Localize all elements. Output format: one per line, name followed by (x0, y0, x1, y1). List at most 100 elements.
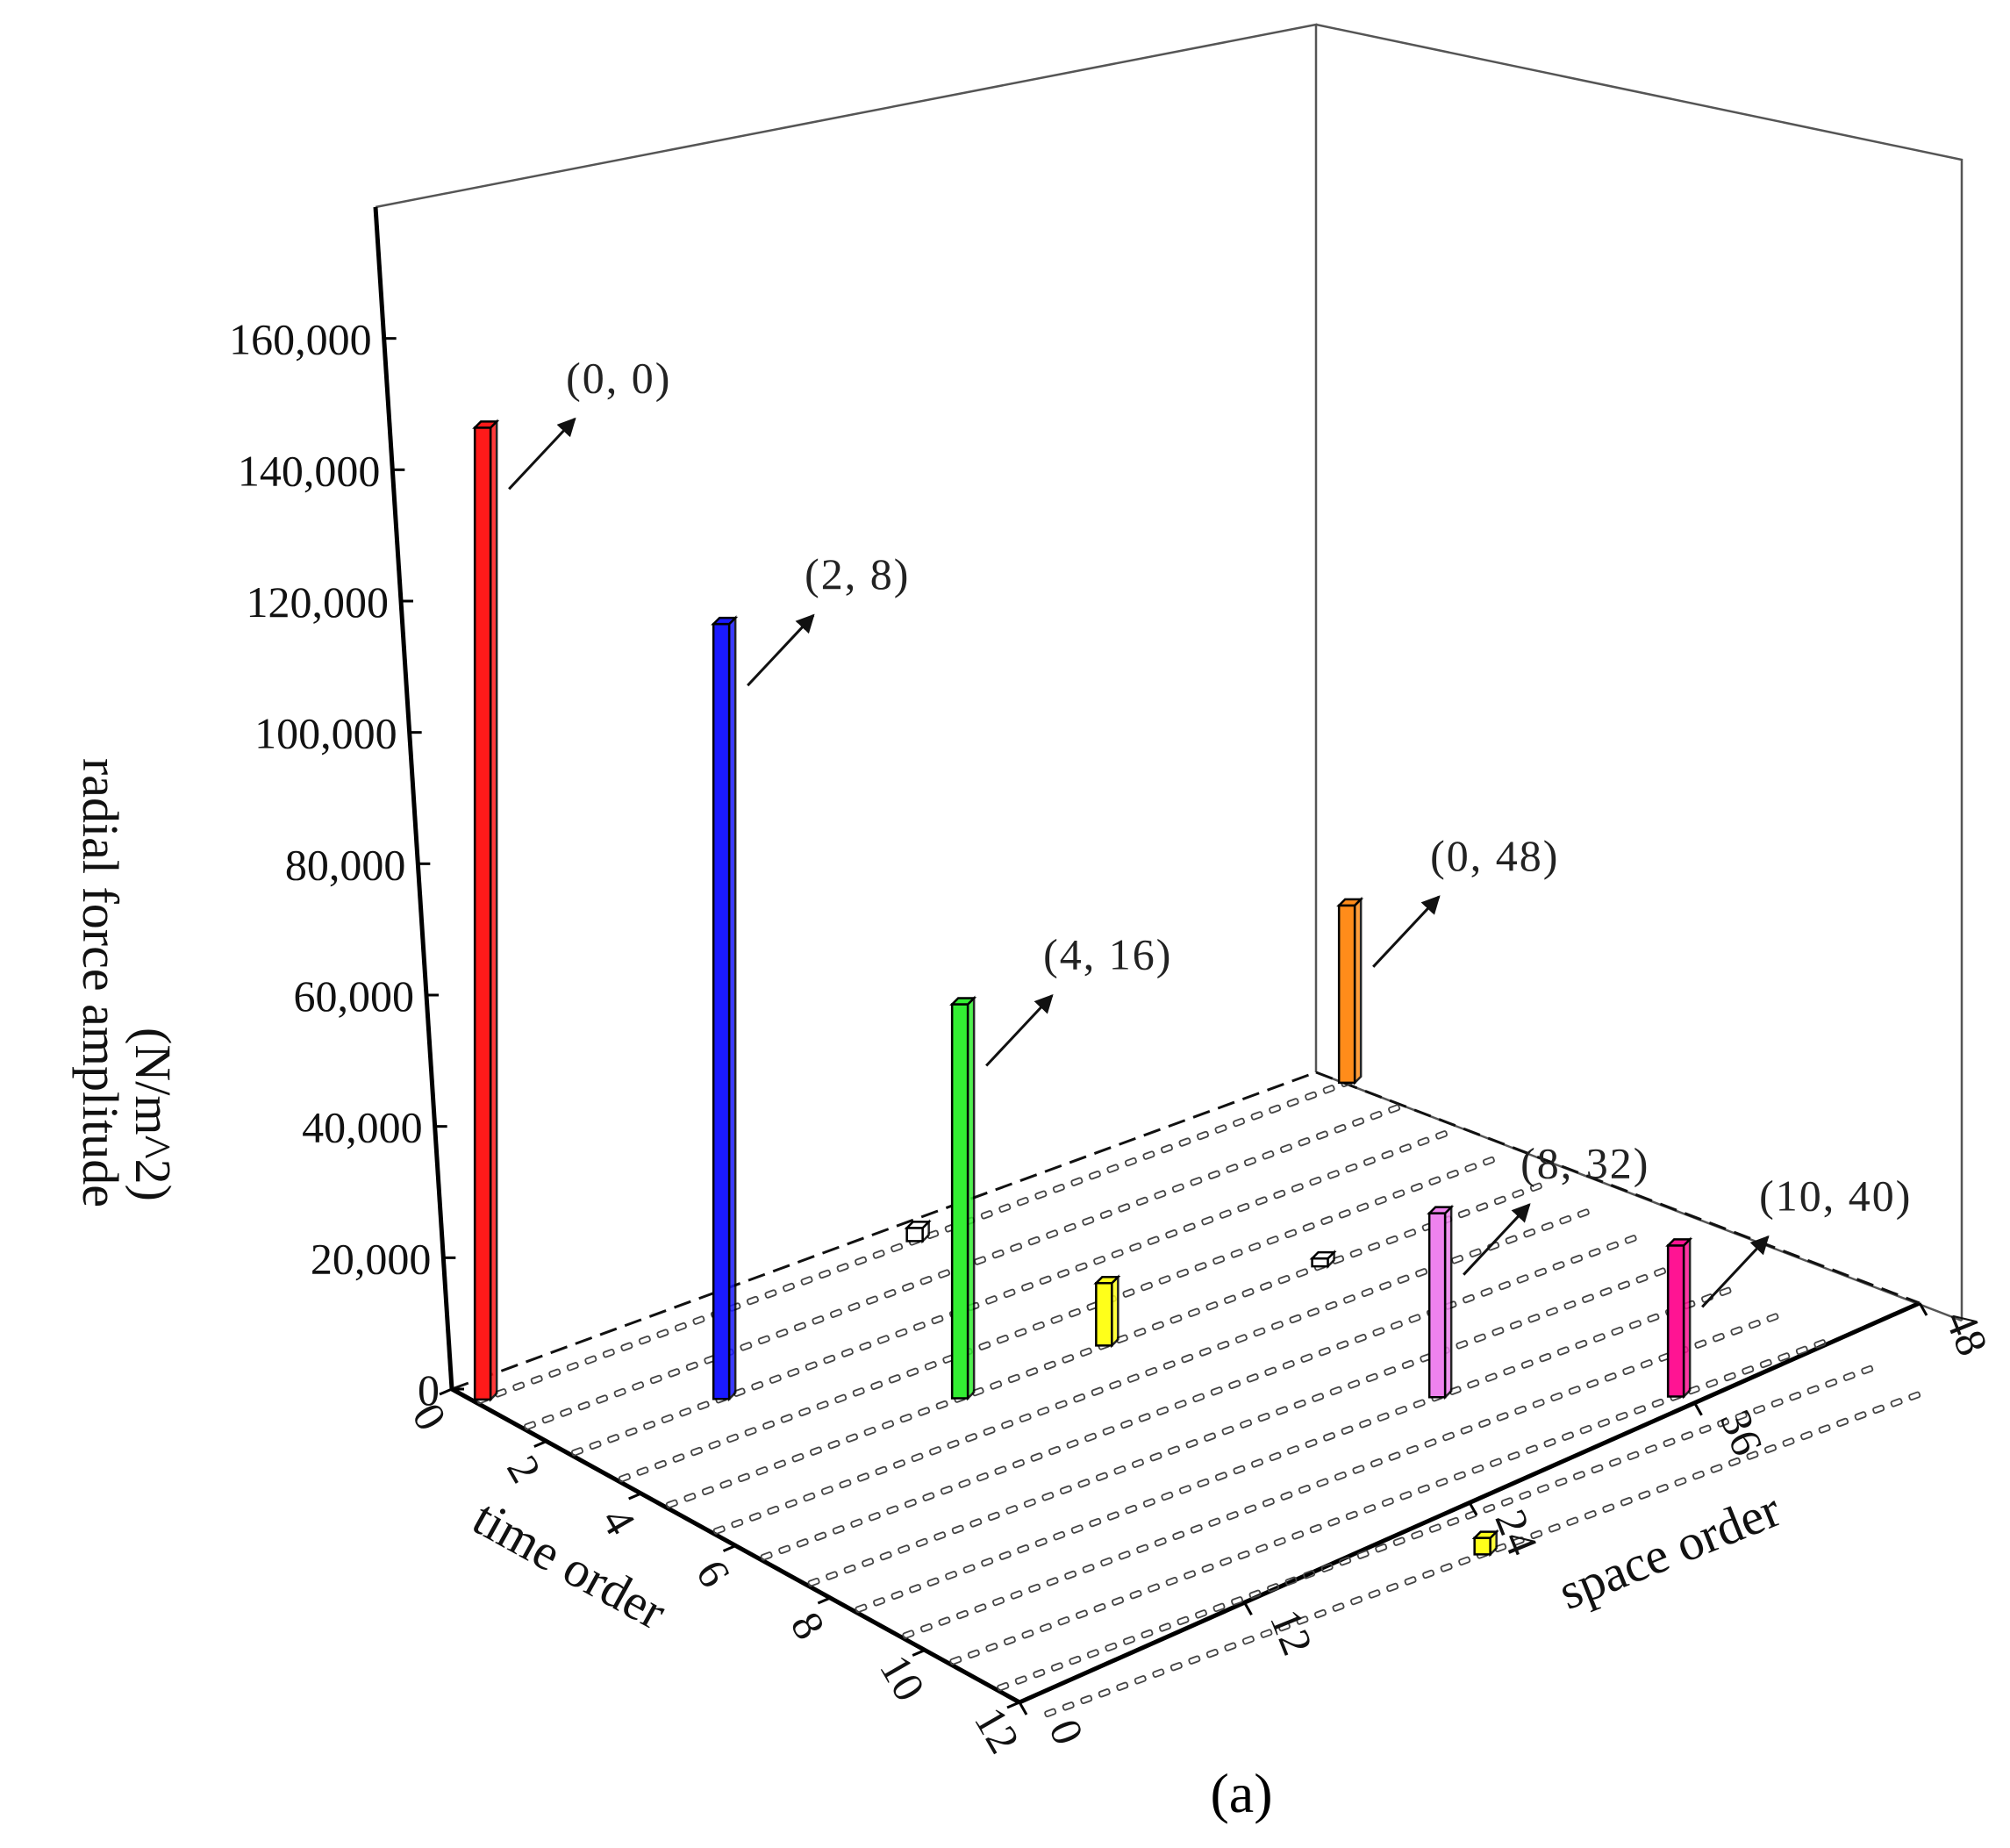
floor-grid-mark (783, 1282, 796, 1293)
floor-grid-mark (1523, 1228, 1536, 1238)
floor-grid-mark (625, 1427, 638, 1437)
floor-grid-mark (1352, 1117, 1365, 1127)
floor-grid-mark (1194, 1609, 1207, 1619)
floor-grid-mark (1205, 1648, 1219, 1658)
floor-grid-mark (1141, 1281, 1154, 1292)
floor-grid-mark (654, 1459, 667, 1470)
floor-grid-mark (904, 1498, 917, 1508)
floor-grid-mark (990, 1380, 1003, 1390)
floor-grid-mark (685, 1361, 698, 1372)
floor-back-edge (451, 1071, 1317, 1391)
annotation-arrow (1372, 895, 1441, 968)
floor-grid-mark (1106, 1164, 1119, 1173)
floor-grid-mark (1512, 1536, 1525, 1546)
floor-grid-mark (1404, 1576, 1417, 1586)
floor-grid-mark (1550, 1392, 1563, 1402)
floor-grid-mark (566, 1362, 579, 1372)
annotation-arrow (1463, 1203, 1531, 1276)
bar-front (1473, 1536, 1491, 1556)
floor-grid-mark (1250, 1458, 1263, 1468)
z-tick-label: 0 (418, 1365, 440, 1415)
floor-grid-mark (1088, 1170, 1101, 1180)
floor-grid-mark (1116, 1681, 1129, 1691)
floor-grid-mark (862, 1558, 875, 1567)
floor-grid-mark (1302, 1222, 1315, 1232)
floor-grid-mark (1334, 1471, 1347, 1481)
floor-grid-mark (1075, 1262, 1088, 1271)
bar-side (1443, 1204, 1453, 1400)
floor-grid-mark (1363, 1157, 1376, 1166)
floor-grid-mark (1021, 1282, 1034, 1292)
floor-grid-mark (1093, 1256, 1106, 1265)
floor-grid-mark (1046, 1229, 1059, 1239)
floor-grid-mark (1099, 1209, 1112, 1220)
floor-grid-mark (1017, 1544, 1030, 1554)
floor-grid-mark (1442, 1431, 1456, 1442)
floor-grid-mark (649, 1374, 662, 1385)
floor-grid-mark (1171, 1183, 1184, 1193)
floor-grid-mark (1296, 1615, 1309, 1625)
bar-top (1665, 1238, 1693, 1247)
floor-grid-mark (656, 1329, 669, 1338)
floor-grid-mark (1306, 1307, 1320, 1317)
floor-grid-mark (1224, 1642, 1237, 1651)
floor-grid-mark (1368, 1589, 1381, 1599)
floor-grid-mark (1050, 1314, 1063, 1324)
bar-front (1095, 1282, 1113, 1347)
floor-grid-mark (1392, 1189, 1406, 1199)
floor-grid-mark (1010, 1243, 1023, 1252)
floor-grid-mark (1084, 1432, 1098, 1443)
floor-grid-mark (1525, 1444, 1539, 1454)
floor-grid-mark (1735, 1411, 1748, 1421)
floor-grid-mark (1262, 1497, 1275, 1508)
floor-grid-mark (697, 1400, 710, 1410)
floor-grid-mark (746, 1295, 759, 1306)
floor-grid-mark (1298, 1137, 1311, 1147)
floor-grid-mark (848, 1302, 861, 1312)
floor-grid-mark (1370, 1458, 1383, 1468)
floor-grid-mark (1428, 1176, 1441, 1185)
floor-grid-mark (816, 1400, 829, 1410)
floor-grid-mark (1476, 1202, 1489, 1212)
floor-grid-mark (1066, 1439, 1079, 1449)
floor-grid-mark (840, 1348, 854, 1357)
floor-grid-mark (1079, 1347, 1092, 1357)
floor-grid-mark (1122, 1288, 1135, 1298)
floor-grid-mark (868, 1512, 881, 1522)
floor-grid-mark (618, 1472, 631, 1483)
floor-grid-mark (892, 1459, 905, 1469)
space-tick-label: 12 (1261, 1602, 1323, 1661)
floor-grid-mark (1627, 1450, 1640, 1461)
floor-grid-mark (1197, 1478, 1210, 1488)
floor-grid-mark (836, 1263, 849, 1272)
floor-grid-mark (1428, 1523, 1441, 1533)
floor-grid-mark (1233, 1465, 1246, 1475)
floor-grid-mark (1635, 1273, 1649, 1284)
floor-grid-mark (1032, 1321, 1045, 1331)
time-tick-mark (439, 1387, 453, 1396)
floor-grid-mark (541, 1414, 554, 1424)
floor-grid-mark (1165, 1228, 1178, 1239)
floor-grid-mark (1167, 1445, 1181, 1455)
floor-grid-mark (1638, 1490, 1651, 1500)
space-tick-label: 48 (1935, 1303, 1998, 1362)
floor-grid-mark (1286, 1445, 1300, 1455)
floor-grid-mark (1273, 1536, 1286, 1547)
floor-grid-mark (1453, 1471, 1466, 1480)
floor-grid-mark (1435, 1478, 1448, 1487)
floor-grid-mark (1077, 1479, 1091, 1488)
floor-grid-mark (1284, 1576, 1298, 1586)
bars (472, 419, 1693, 1558)
floor-grid-mark (1028, 1583, 1041, 1594)
floor-grid-mark (1214, 1472, 1227, 1481)
floor-grid-mark (1041, 1492, 1055, 1501)
floor-grid-mark (1541, 1221, 1554, 1231)
time-tick-label: 6 (687, 1551, 740, 1595)
floor-grid-mark (1467, 1379, 1480, 1389)
floor-grid-mark (1023, 1498, 1036, 1508)
floor-grid-mark (1158, 1275, 1171, 1285)
floor-grid-mark (760, 1551, 773, 1561)
floor-grid-mark (1552, 1261, 1565, 1271)
floor-grid-mark (1046, 1577, 1059, 1587)
